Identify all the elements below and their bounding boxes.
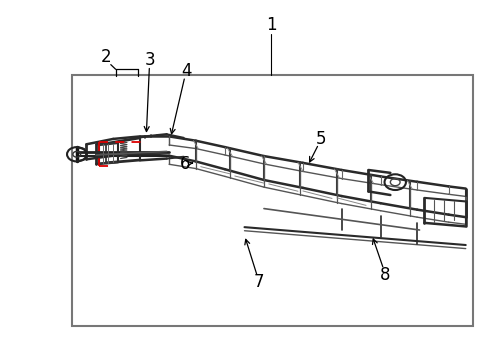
Text: 5: 5 bbox=[315, 130, 326, 148]
Text: 1: 1 bbox=[265, 15, 276, 33]
Text: 3: 3 bbox=[144, 51, 155, 69]
Text: 2: 2 bbox=[101, 48, 111, 66]
Bar bbox=[72, 75, 472, 327]
Text: 7: 7 bbox=[253, 273, 264, 291]
Text: 8: 8 bbox=[380, 266, 390, 284]
Text: 4: 4 bbox=[181, 62, 191, 80]
Text: 6: 6 bbox=[180, 155, 190, 173]
